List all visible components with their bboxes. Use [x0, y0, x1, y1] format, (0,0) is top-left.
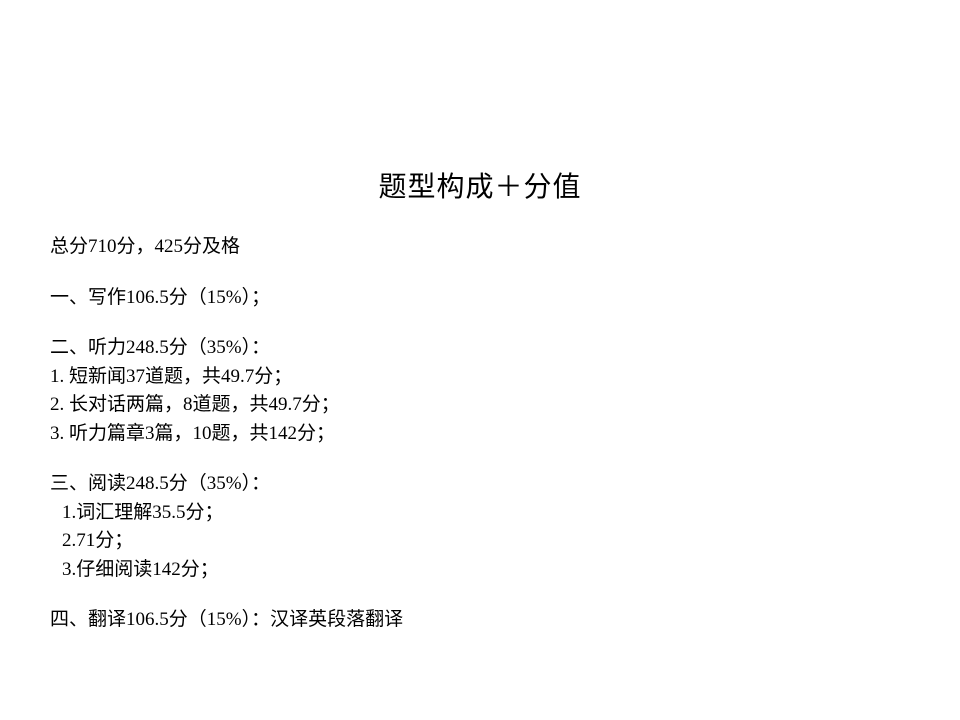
- page-title: 题型构成＋分值: [50, 165, 910, 205]
- document-page: 题型构成＋分值 总分710分，425分及格 一、写作106.5分（15%）； 二…: [0, 0, 960, 720]
- listening-item: 2. 长对话两篇，8道题，共49.7分；: [50, 391, 910, 420]
- section-listening: 二、听力248.5分（35%）： 1. 短新闻37道题，共49.7分； 2. 长…: [50, 334, 910, 448]
- listening-item: 1. 短新闻37道题，共49.7分；: [50, 363, 910, 392]
- section-writing: 一、写作106.5分（15%）；: [50, 284, 910, 313]
- document-body: 总分710分，425分及格 一、写作106.5分（15%）； 二、听力248.5…: [50, 233, 910, 635]
- reading-header: 三、阅读248.5分（35%）：: [50, 470, 910, 499]
- reading-item: 1.词汇理解35.5分；: [50, 499, 910, 528]
- summary-line: 总分710分，425分及格: [50, 233, 910, 262]
- listening-header: 二、听力248.5分（35%）：: [50, 334, 910, 363]
- section-reading: 三、阅读248.5分（35%）： 1.词汇理解35.5分； 2.71分； 3.仔…: [50, 470, 910, 584]
- reading-item: 3.仔细阅读142分；: [50, 556, 910, 585]
- section-translation: 四、翻译106.5分（15%）：汉译英段落翻译: [50, 606, 910, 635]
- reading-item: 2.71分；: [50, 527, 910, 556]
- listening-item: 3. 听力篇章3篇，10题，共142分；: [50, 420, 910, 449]
